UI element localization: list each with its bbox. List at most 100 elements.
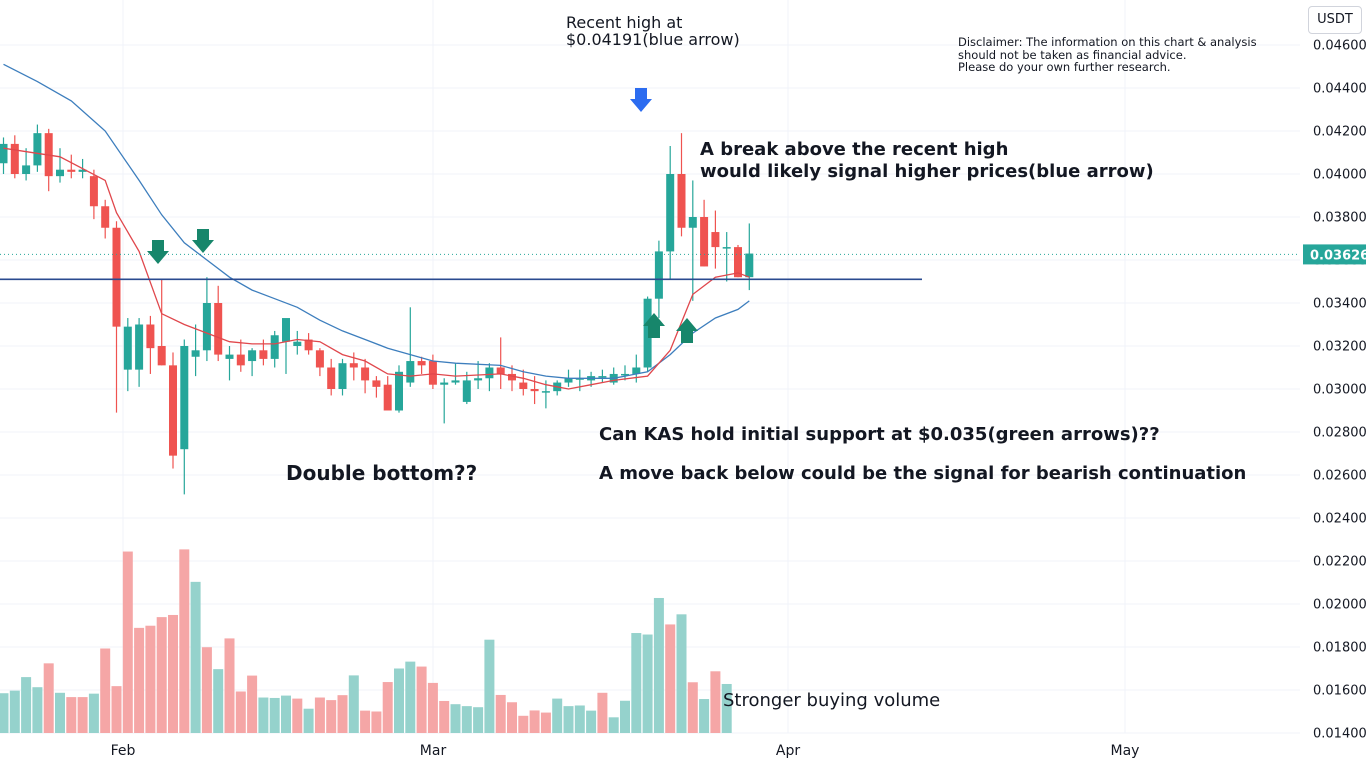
volume-bar	[32, 687, 43, 733]
disclaimer-line-1: Disclaimer: The information on this char…	[958, 35, 1257, 49]
candle-body	[654, 251, 663, 299]
volume-bar	[427, 682, 438, 733]
price-tick-label: 0.03200	[1313, 340, 1366, 355]
volume-bar	[168, 614, 178, 733]
price-tick-label: 0.03400	[1313, 297, 1366, 312]
volume-bar	[540, 712, 551, 733]
candle-body	[180, 346, 189, 450]
candle-body	[621, 373, 629, 376]
candle-body	[643, 298, 652, 368]
candle-body	[236, 354, 245, 366]
volume-bar	[687, 682, 698, 733]
candle-body	[598, 376, 607, 378]
volume-bar	[145, 625, 156, 733]
price-tick-label: 0.02400	[1313, 512, 1366, 527]
candle-body	[169, 365, 177, 456]
volume-bar	[0, 693, 9, 733]
volume-bar	[394, 668, 404, 733]
candle-body	[33, 133, 42, 166]
volume-bar	[43, 663, 54, 733]
candle-body	[462, 380, 471, 402]
green-up-arrow-1	[643, 313, 665, 338]
candle-body	[214, 303, 223, 355]
volume-bar	[269, 697, 280, 733]
volume-bar	[597, 692, 608, 733]
candle-body	[474, 378, 483, 381]
candle-body	[688, 217, 697, 228]
candle-body	[508, 373, 516, 381]
volume-bar	[360, 710, 371, 733]
candle-body	[575, 378, 584, 380]
currency-selector[interactable]: USDT	[1308, 6, 1362, 34]
ma-slow-line	[3, 63, 750, 379]
candle-body	[372, 380, 381, 387]
volume-bar	[235, 691, 246, 733]
volume-bar	[507, 702, 517, 733]
blue-down-arrow	[630, 88, 652, 112]
volume-bar	[371, 711, 382, 733]
volume-bar	[710, 671, 721, 733]
price-tick-label: 0.01600	[1313, 684, 1366, 699]
volume-bar	[88, 693, 99, 733]
volume-bar	[77, 697, 88, 733]
candle-body	[10, 143, 19, 174]
volume-bar	[416, 666, 427, 733]
candle-body	[282, 318, 290, 342]
volume-bar	[213, 669, 224, 733]
candle-body	[666, 174, 675, 252]
volume-bar	[66, 697, 77, 733]
volume-bar	[574, 705, 585, 733]
bearish-note-annotation: A move back below could be the signal fo…	[599, 463, 1247, 484]
volume-bar	[122, 551, 133, 733]
volume-bar	[281, 695, 291, 733]
annotation-arrows	[147, 88, 698, 343]
breakout-annotation: A break above the recent high would like…	[700, 139, 1154, 183]
volume-bar	[450, 704, 461, 733]
volume-bar	[405, 661, 416, 733]
volume-bar	[134, 627, 145, 733]
ma-fast-line	[3, 147, 750, 390]
candle-body	[135, 324, 144, 370]
volume-bar	[495, 694, 506, 733]
volume-bar	[9, 690, 20, 733]
volume-bar	[484, 639, 495, 733]
candle-body	[0, 143, 8, 164]
volume-bar	[201, 647, 212, 733]
breakout-line-2: would likely signal higher prices(blue a…	[700, 161, 1154, 182]
volume-bar	[111, 686, 122, 733]
candle-body	[734, 247, 742, 278]
price-tick-label: 0.02600	[1313, 469, 1366, 484]
volume-bar	[179, 549, 190, 733]
candle-body	[722, 247, 731, 249]
green-down-arrow-2	[192, 229, 214, 253]
candle-body	[56, 169, 64, 177]
volume-bar	[620, 700, 630, 733]
volume-bar	[563, 706, 574, 733]
candle-body	[564, 378, 573, 383]
volume-bar	[473, 707, 484, 733]
double-bottom-annotation: Double bottom??	[286, 461, 478, 485]
green-up-arrow-2	[676, 318, 698, 343]
volume-bar	[518, 715, 529, 733]
volume-bar	[529, 710, 540, 733]
candle-body	[406, 361, 415, 383]
volume-bar	[224, 638, 235, 733]
volume-bar	[642, 634, 653, 733]
candle-body	[361, 367, 370, 381]
candle-body	[745, 253, 754, 278]
current-price-badge	[1303, 244, 1366, 265]
volume-bar	[292, 698, 303, 733]
volume-bar	[326, 700, 337, 733]
support-line	[0, 253, 1300, 281]
candle-body	[225, 354, 234, 359]
candle-body	[259, 350, 268, 359]
volume-bar	[348, 675, 359, 733]
volume-bar	[314, 697, 325, 733]
volume-bar	[552, 698, 563, 733]
volume-bar	[258, 697, 269, 733]
volume-bar	[653, 597, 664, 733]
volume-bar	[190, 581, 201, 733]
candle-body	[327, 367, 336, 389]
volume-note-annotation: Stronger buying volume	[723, 690, 941, 711]
